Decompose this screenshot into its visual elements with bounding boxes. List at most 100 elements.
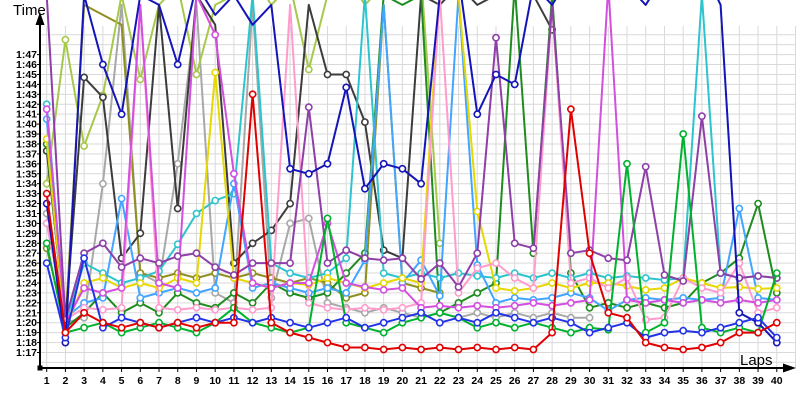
x-tick-label: 11 [228,375,239,387]
data-point-lightgreen [304,65,313,74]
y-tick-label: 1:18 [16,337,37,349]
data-point-skyblue [735,204,744,213]
data-point-blue [754,313,762,322]
data-point-red [323,338,332,347]
x-tick-label: 16 [322,375,334,387]
data-point-blue [454,313,463,322]
data-point-magenta [623,295,631,304]
data-point-green [623,159,631,168]
y-tick-label: 1:40 [16,119,37,131]
data-point-blue [379,318,388,327]
data-point-yellow [492,284,500,292]
x-tick-label: 8 [175,375,181,387]
data-point-blue [660,328,669,337]
data-point-gray [585,313,594,322]
data-point-black [173,204,182,213]
data-point-blue [585,328,594,337]
data-point-navy [398,164,407,173]
data-point-blue [248,318,257,327]
data-point-navy [473,110,482,119]
data-point-red [173,318,182,327]
data-point-purple [323,259,332,267]
x-tick-label: 21 [415,375,427,387]
y-tick-label: 1:38 [16,138,37,150]
data-point-magenta [529,298,538,307]
y-tick-label: 1:24 [16,277,37,289]
data-point-purple [510,239,519,248]
data-point-navy [99,60,107,69]
data-point-purple [641,162,650,171]
data-point-gray [304,214,313,223]
data-point-cyan [473,272,482,280]
data-point-purple [342,246,351,255]
data-point-navy [417,179,425,188]
y-tick-label: 1:27 [16,248,37,260]
data-point-red [772,318,781,327]
data-point-skyblue [323,284,332,292]
data-point-black [136,229,145,238]
data-point-green [435,308,444,317]
data-point-red [641,338,650,347]
data-point-pink [192,303,201,312]
data-point-magenta [360,283,369,291]
y-tick-label: 1:43 [16,89,37,101]
x-tick-label: 4 [100,375,106,387]
data-point-purple [492,33,500,42]
x-tick-label: 38 [733,375,745,387]
x-tick-label: 17 [340,375,352,387]
x-tick-label: 39 [752,375,764,387]
data-point-red [473,343,482,352]
data-point-purple [267,259,276,267]
x-tick-label: 26 [509,375,521,387]
data-point-yellow [192,279,201,287]
data-point-navy [492,70,500,79]
data-point-purple [248,259,257,267]
data-point-red [286,328,294,337]
data-point-red [42,189,51,198]
data-point-purple [698,112,706,121]
x-tick-label: 14 [284,375,296,387]
x-tick-label: 28 [546,375,558,387]
data-point-red [435,343,444,352]
x-tick-label: 9 [194,375,200,387]
data-point-yellow [754,284,762,293]
data-point-yellow [641,285,650,294]
data-point-pink [510,274,519,282]
series-line-magenta [45,0,778,324]
x-tick-label: 29 [565,375,577,387]
x-tick-label: 13 [265,375,277,387]
series-line-cyan [45,0,778,324]
data-point-pink [99,305,107,314]
data-point-purple [398,254,407,263]
x-tick-label: 32 [621,375,633,387]
data-point-purple [716,269,725,277]
x-tick-label: 7 [156,375,162,387]
data-point-blue [510,313,519,322]
y-tick-label: 1:42 [16,99,37,111]
data-point-red [567,105,575,114]
data-point-purple [360,254,369,263]
data-point-yellow [772,284,781,292]
data-point-green [492,318,500,327]
data-point-pink [211,305,220,314]
data-point-magenta [754,298,762,307]
data-point-red [660,343,669,352]
data-point-red [735,328,744,337]
y-tick-label: 1:20 [16,317,37,329]
y-axis-title: Time [13,2,46,19]
data-point-red [117,323,126,332]
data-point-magenta [379,285,388,294]
data-point-magenta [585,295,594,304]
x-tick-label: 3 [81,375,87,387]
data-point-purple [155,259,163,267]
series-line-yellow [45,0,778,329]
data-point-yellow [548,279,556,287]
data-point-magenta [173,284,182,292]
data-point-blue [286,318,294,327]
data-point-purple [304,103,313,112]
data-point-black [80,73,88,82]
data-point-magenta [716,298,725,307]
data-point-blue [192,313,201,322]
data-point-blue [679,326,688,335]
data-point-green [679,130,688,138]
